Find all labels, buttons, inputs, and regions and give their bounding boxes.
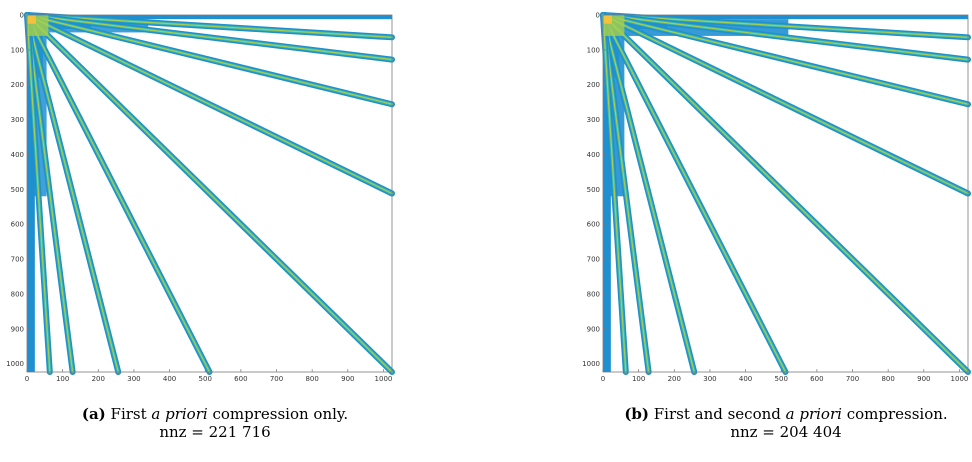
- x-tick-label: 200: [668, 375, 681, 383]
- ray-core: [26, 14, 119, 373]
- x-tick-label: 300: [703, 375, 716, 383]
- ray-core: [26, 14, 51, 373]
- y-tick-label: 200: [11, 81, 24, 89]
- axes-frame: [26, 14, 393, 373]
- caption-a-text-after: compression only.: [207, 405, 349, 423]
- y-tick-label: 100: [587, 46, 600, 54]
- sparsity-plot-a: 0 100 200 300 400 500 600 700 800 900 100001002003…: [6, 12, 395, 383]
- caption-a: (a) First a priori compression only. nnz…: [0, 405, 430, 441]
- ray-core: [602, 14, 969, 61]
- x-tick-label: 600: [810, 375, 823, 383]
- y-tick-label: 1000: [582, 360, 600, 368]
- y-tick-label: 600: [11, 221, 24, 229]
- y-tick-label: 800: [587, 290, 600, 298]
- sparsity-plot-b: 0 100 200 300 400 500 600 700 800 900 100001002003…: [582, 12, 971, 383]
- caption-a-label: (a): [81, 405, 106, 423]
- y-tick-label: 900: [11, 325, 24, 333]
- y-tick-label: 100: [11, 46, 24, 54]
- plot-area: [600, 12, 971, 375]
- caption-b-line1: (b) First and second a priori compressio…: [566, 405, 972, 423]
- y-tick-label: 900: [587, 325, 600, 333]
- caption-a-text-before: First: [105, 405, 152, 423]
- ray-core: [26, 14, 393, 195]
- ray-core: [26, 14, 74, 373]
- x-tick-label: 800: [881, 375, 894, 383]
- ray-core: [602, 14, 627, 373]
- x-tick-label: 500: [775, 375, 788, 383]
- plot-b-group: 0 100 200 300 400 500 600 700 800 900 100001002003…: [582, 12, 971, 383]
- rays: [600, 12, 971, 375]
- x-tick-label: 600: [234, 375, 247, 383]
- ray-core: [26, 14, 393, 105]
- caption-b-text-before: First and second: [649, 405, 786, 423]
- caption-b-label: (b): [624, 405, 649, 423]
- x-tick-label: 0: [601, 375, 605, 383]
- x-tick-label: 400: [739, 375, 752, 383]
- y-tick-label: 700: [11, 256, 24, 264]
- ray-core: [602, 14, 650, 373]
- figure-a: 0 100 200 300 400 500 600 700 800 900 1000 0 100 200 3…: [0, 12, 430, 441]
- x-tick-label: 700: [846, 375, 859, 383]
- caption-a-line1: (a) First a priori compression only.: [0, 405, 430, 423]
- y-tick-label: 300: [11, 116, 24, 124]
- y-tick-label: 0: [596, 12, 600, 20]
- x-tick-label: 900: [917, 375, 930, 383]
- x-tick-label: 100: [56, 375, 69, 383]
- y-tick-label: 500: [587, 186, 600, 194]
- ray-core: [26, 14, 211, 373]
- ray-core: [602, 14, 969, 38]
- ray-core: [602, 14, 695, 373]
- x-tick-label: 200: [92, 375, 105, 383]
- top-band: [27, 15, 392, 20]
- caption-b-italic: a priori: [785, 405, 842, 423]
- ray-core: [602, 14, 787, 373]
- axes: 0 100 200 300 400 500 600 700 800 900 100001002003…: [6, 12, 393, 383]
- y-tick-label: 200: [587, 81, 600, 89]
- ray-core: [26, 14, 393, 373]
- y-tick-label: 600: [587, 221, 600, 229]
- y-tick-label: 500: [11, 186, 24, 194]
- ray-core: [26, 14, 393, 38]
- x-tick-label: 400: [163, 375, 176, 383]
- x-tick-label: 100: [632, 375, 645, 383]
- origin-peak: [27, 15, 36, 24]
- caption-b-nnz: nnz = 204 404: [730, 423, 842, 441]
- ray-core: [26, 14, 393, 61]
- caption-a-nnz: nnz = 221 716: [159, 423, 271, 441]
- y-tick-label: 0: [20, 12, 24, 20]
- top-band: [603, 15, 968, 20]
- axes: 0 100 200 300 400 500 600 700 800 900 100001002003…: [582, 12, 969, 383]
- ray-core: [602, 14, 969, 105]
- caption-b-text-after: compression.: [841, 405, 948, 423]
- y-tick-label: 400: [587, 151, 600, 159]
- y-tick-label: 1000: [6, 360, 24, 368]
- x-tick-label: 900: [341, 375, 354, 383]
- y-tick-label: 800: [11, 290, 24, 298]
- ray-core: [602, 14, 969, 195]
- plot-area: [24, 12, 395, 375]
- x-tick-label: 1000: [375, 375, 393, 383]
- y-tick-label: 700: [587, 256, 600, 264]
- x-tick-label: 1000: [951, 375, 969, 383]
- x-tick-label: 700: [270, 375, 283, 383]
- y-tick-label: 400: [11, 151, 24, 159]
- x-tick-label: 300: [127, 375, 140, 383]
- caption-a-italic: a priori: [151, 405, 208, 423]
- rays: [24, 12, 395, 375]
- figure-b: 0 100 200 300 400 500 600 700 800 900 1000 0 100 200 3…: [486, 0, 972, 462]
- caption-b: (b) First and second a priori compressio…: [566, 405, 972, 441]
- y-tick-label: 300: [587, 116, 600, 124]
- x-tick-label: 0: [25, 375, 29, 383]
- origin-peak: [603, 15, 612, 24]
- axes-frame: [602, 14, 969, 373]
- x-tick-label: 800: [305, 375, 318, 383]
- x-tick-label: 500: [199, 375, 212, 383]
- ray-core: [602, 14, 969, 373]
